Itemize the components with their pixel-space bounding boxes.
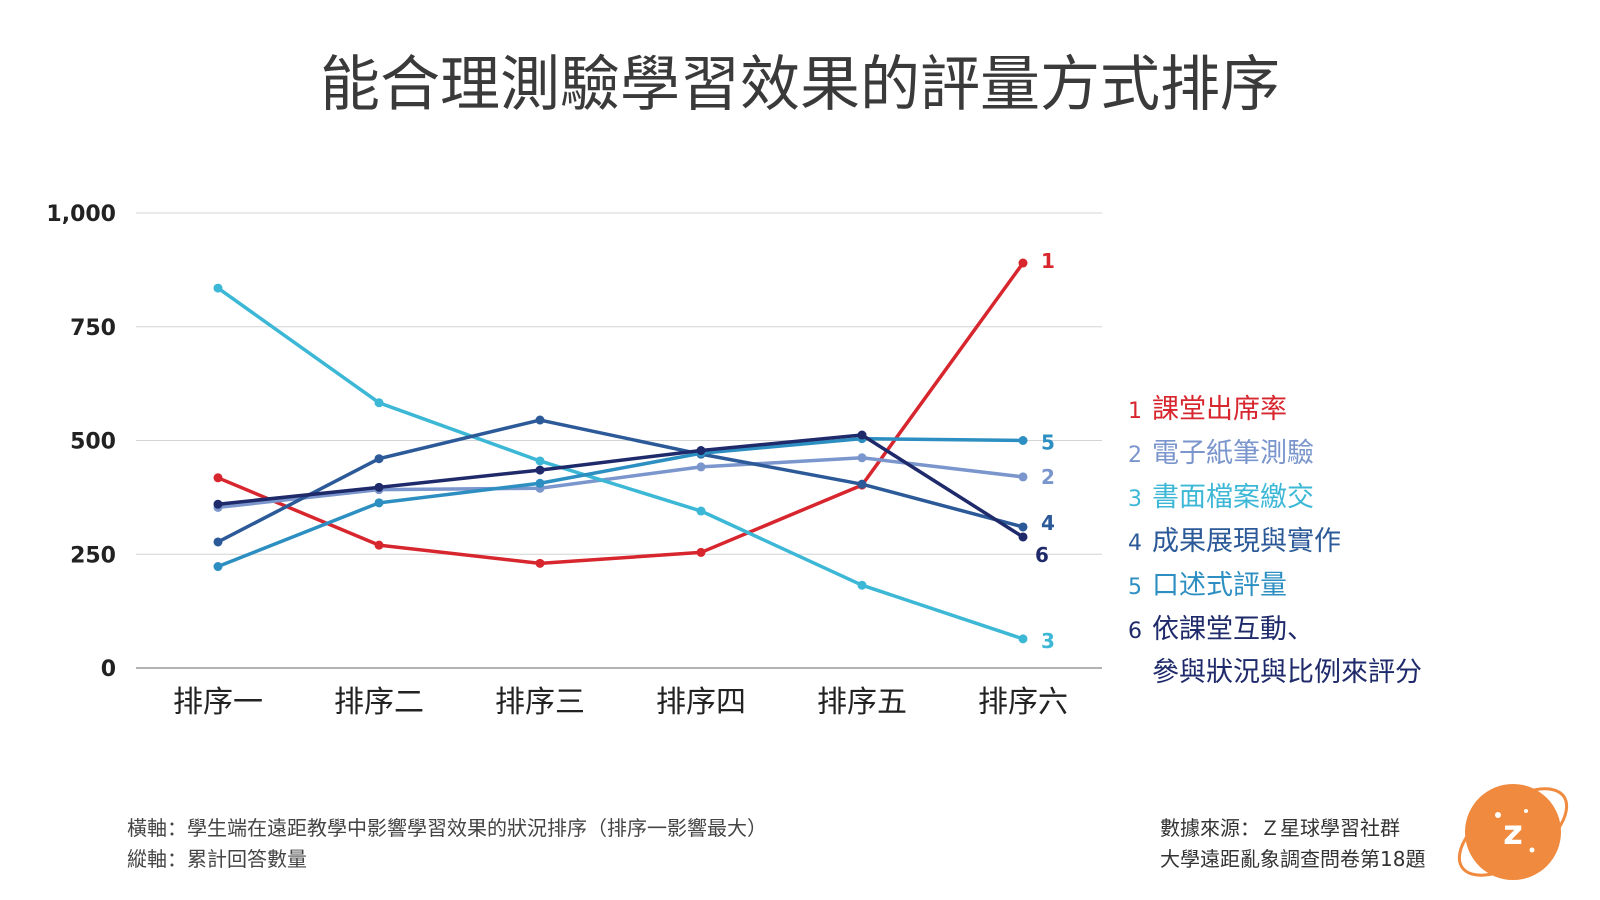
series-point-6	[1018, 532, 1028, 542]
y-axis-note: 縱軸：累計回答數量	[127, 847, 307, 871]
series-end-label-2: 2	[1041, 465, 1055, 489]
series-line-5	[216, 436, 1025, 569]
series-point-3	[213, 283, 223, 293]
x-tick-label: 排序一	[173, 685, 263, 720]
legend-entry: 參與狀況與比例來評分	[1152, 657, 1422, 688]
series-point-4	[535, 415, 545, 425]
series-point-2	[696, 462, 706, 472]
series-line-3	[216, 286, 1025, 641]
series-point-1	[1018, 258, 1028, 268]
series-point-1	[374, 540, 384, 550]
x-tick-label: 排序四	[656, 685, 746, 720]
legend-number: 1	[1128, 399, 1142, 424]
legend-number: 2	[1128, 443, 1142, 468]
series-point-4	[857, 479, 867, 489]
x-tick-label: 排序三	[495, 685, 585, 720]
logo-letter: z	[1503, 813, 1523, 853]
legend-entry: 書面檔案繳交	[1152, 482, 1314, 513]
series-point-1	[213, 473, 223, 483]
legend-number: 5	[1128, 575, 1142, 600]
series-point-1	[535, 558, 545, 568]
source-line-1: 數據來源：Ｚ星球學習社群	[1160, 816, 1400, 840]
series-point-4	[1018, 522, 1028, 532]
series-point-6	[535, 465, 545, 475]
series-point-6	[213, 499, 223, 509]
legend-entry: 電子紙筆測驗	[1152, 438, 1314, 469]
legend-entry: 口述式評量	[1152, 570, 1287, 601]
series-point-6	[374, 482, 384, 492]
x-tick-label: 排序六	[978, 685, 1068, 720]
x-axis-ticks: 排序一 排序二 排序三 排序四 排序五 排序六	[173, 685, 1068, 720]
series-end-label-3: 3	[1041, 629, 1055, 653]
legend: 1 課堂出席率 2 電子紙筆測驗 3 書面檔案繳交 4 成果展現與實作 5 口述式評量 6 依課堂互動…	[1128, 394, 1422, 688]
x-axis-note: 橫軸：學生端在遠距教學中影響學習效果的狀況排序（排序一影響最大）	[127, 816, 767, 840]
series-lines: 1 2 3 4 5 6	[213, 249, 1055, 653]
x-tick-label: 排序二	[334, 685, 424, 720]
series-point-2	[857, 453, 867, 463]
logo-star-icon	[1529, 847, 1535, 853]
series-point-4	[374, 454, 384, 464]
series-end-label-6: 6	[1035, 543, 1049, 567]
legend-number: 3	[1128, 487, 1142, 512]
logo-planet-icon	[1465, 784, 1561, 880]
y-tick-label: 750	[70, 316, 116, 341]
logo-star-icon	[1495, 812, 1501, 818]
y-tick-label: 1,000	[46, 202, 116, 227]
legend-number: 4	[1128, 531, 1142, 556]
series-end-label-4: 4	[1041, 511, 1055, 535]
y-tick-label: 500	[70, 430, 116, 455]
series-point-1	[696, 547, 706, 557]
series-line-1	[216, 261, 1025, 566]
legend-entry: 課堂出席率	[1152, 394, 1287, 425]
series-point-4	[213, 537, 223, 547]
x-tick-label: 排序五	[817, 685, 907, 720]
series-line-6	[216, 433, 1025, 539]
series-point-5	[535, 478, 545, 488]
y-axis-ticks: 0 250 500 750 1,000	[46, 202, 116, 682]
logo-star-icon	[1524, 809, 1528, 813]
series-point-3	[535, 456, 545, 466]
gridlines	[136, 212, 1102, 669]
series-point-5	[1018, 436, 1028, 445]
series-end-label-1: 1	[1041, 249, 1055, 273]
series-point-3	[374, 398, 384, 408]
series-point-2	[1018, 472, 1028, 482]
y-tick-label: 250	[70, 543, 116, 568]
series-point-3	[696, 506, 706, 516]
source-line-2: 大學遠距亂象調查問卷第18題	[1160, 847, 1425, 871]
series-point-3	[1018, 634, 1028, 644]
legend-number: 6	[1128, 619, 1142, 644]
series-line-4	[216, 418, 1025, 544]
series-point-3	[857, 580, 867, 590]
series-point-5	[374, 498, 384, 508]
series-point-5	[213, 562, 223, 572]
z-planet-logo: z	[1457, 784, 1569, 880]
series-point-6	[696, 446, 706, 456]
series-point-6	[857, 430, 867, 440]
series-line-2	[216, 456, 1025, 510]
legend-entry: 成果展現與實作	[1152, 526, 1341, 557]
legend-entry: 依課堂互動、	[1152, 614, 1314, 645]
series-end-label-5: 5	[1041, 431, 1055, 455]
chart-title: 能合理測驗學習效果的評量方式排序	[320, 50, 1280, 120]
y-tick-label: 0	[101, 657, 116, 682]
